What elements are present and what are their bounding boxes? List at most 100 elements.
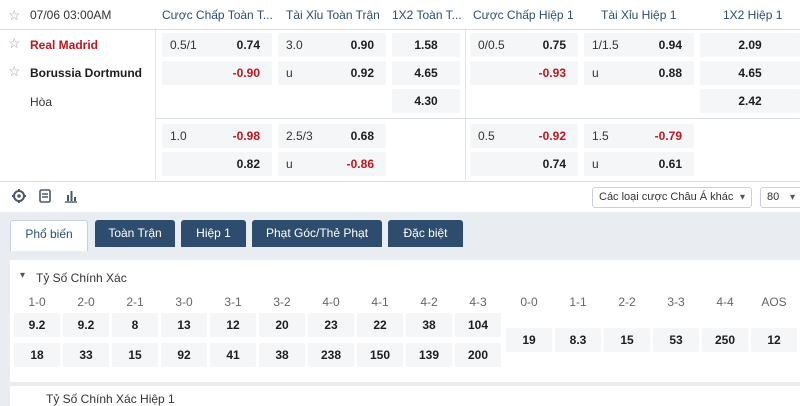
star-icon[interactable]: ☆ bbox=[8, 35, 21, 51]
score-odds[interactable]: 20 bbox=[259, 313, 305, 337]
score-label: 4-0 bbox=[322, 295, 340, 309]
odds-value: -0.90 bbox=[232, 66, 260, 80]
header-1x2-fulltime[interactable]: 1X2 Toàn T... bbox=[392, 8, 462, 22]
tab-corners-cards[interactable]: Phạt Góc/Thẻ Phạt bbox=[252, 220, 382, 247]
odds-cell[interactable]: 4.65 bbox=[700, 61, 800, 85]
score-label: 1-1 bbox=[569, 295, 587, 309]
match-toolbar: Các loại cược Châu Á khác ▾ 80 ▾ bbox=[0, 181, 800, 212]
header-1x2-half1[interactable]: 1X2 Hiệp 1 bbox=[723, 8, 783, 22]
score-odds[interactable]: 53 bbox=[653, 328, 699, 352]
odds-cell[interactable]: 0.5/1 0.74 bbox=[162, 33, 272, 57]
star-icon[interactable]: ☆ bbox=[8, 7, 21, 23]
header-handicap-half1[interactable]: Cược Chấp Hiệp 1 bbox=[473, 8, 574, 22]
score-label: 3-1 bbox=[224, 295, 242, 309]
score-odds[interactable]: 12 bbox=[751, 328, 797, 352]
odds-value: 0.61 bbox=[658, 157, 682, 171]
tab-full-time[interactable]: Toàn Trận bbox=[95, 220, 175, 247]
correct-score-h1-title[interactable]: Tỷ Số Chính Xác Hiệp 1 bbox=[46, 392, 175, 406]
star-icon[interactable]: ☆ bbox=[8, 63, 21, 79]
correct-score-title[interactable]: Tỷ Số Chính Xác bbox=[36, 271, 127, 285]
score-label: AOS bbox=[761, 295, 787, 309]
total-line: 3.0 bbox=[286, 38, 303, 52]
score-odds[interactable]: 15 bbox=[112, 343, 158, 367]
header-handicap-fulltime[interactable]: Cược Chấp Toàn T... bbox=[162, 8, 272, 22]
score-label: 4-4 bbox=[716, 295, 734, 309]
odds-cell[interactable]: -0.90 bbox=[162, 61, 272, 85]
row-divider bbox=[155, 118, 800, 119]
odds-value: 1.58 bbox=[414, 38, 438, 52]
score-odds[interactable]: 38 bbox=[259, 343, 305, 367]
gear-icon[interactable] bbox=[10, 188, 28, 206]
away-team-name[interactable]: Borussia Dortmund bbox=[30, 66, 143, 80]
score-odds[interactable]: 12 bbox=[210, 313, 256, 337]
odds-cell[interactable]: 2.5/3 0.68 bbox=[278, 124, 386, 148]
header-overunder-fulltime[interactable]: Tài Xỉu Toàn Trận bbox=[286, 8, 380, 22]
odds-cell[interactable]: 1.0 -0.98 bbox=[162, 124, 272, 148]
page-size-select[interactable]: 80 ▾ bbox=[760, 187, 800, 208]
score-odds[interactable]: 104 bbox=[455, 313, 501, 337]
odds-cell[interactable]: 1.5 -0.79 bbox=[584, 124, 694, 148]
chevron-down-icon[interactable]: ▾ bbox=[20, 270, 26, 281]
score-odds[interactable]: 22 bbox=[357, 313, 403, 337]
under-label: u bbox=[286, 157, 293, 171]
score-odds[interactable]: 8.3 bbox=[555, 328, 601, 352]
odds-cell[interactable]: 4.65 bbox=[392, 61, 460, 85]
score-odds[interactable]: 18 bbox=[14, 343, 60, 367]
chevron-down-icon: ▾ bbox=[739, 192, 745, 203]
odds-cell[interactable]: u -0.86 bbox=[278, 152, 386, 176]
score-odds[interactable]: 41 bbox=[210, 343, 256, 367]
score-label: 1-0 bbox=[28, 295, 46, 309]
odds-cell[interactable]: 0.82 bbox=[162, 152, 272, 176]
score-odds[interactable]: 19 bbox=[506, 328, 552, 352]
odds-cell[interactable]: u 0.88 bbox=[584, 61, 694, 85]
odds-cell[interactable]: 2.09 bbox=[700, 33, 800, 57]
odds-value: 0.90 bbox=[350, 38, 374, 52]
score-odds[interactable]: 33 bbox=[63, 343, 109, 367]
score-odds[interactable]: 23 bbox=[308, 313, 354, 337]
tab-half-1[interactable]: Hiệp 1 bbox=[181, 220, 246, 247]
tab-special[interactable]: Đặc biệt bbox=[388, 220, 463, 247]
score-odds[interactable]: 92 bbox=[161, 343, 207, 367]
odds-cell[interactable]: -0.93 bbox=[470, 61, 578, 85]
score-odds[interactable]: 38 bbox=[406, 313, 452, 337]
score-odds[interactable]: 238 bbox=[308, 343, 354, 367]
market-type-select[interactable]: Các loại cược Châu Á khác ▾ bbox=[592, 187, 752, 208]
tab-popular[interactable]: Phổ biến bbox=[10, 220, 88, 251]
score-odds[interactable]: 8 bbox=[112, 313, 158, 337]
header-overunder-half1[interactable]: Tài Xỉu Hiệp 1 bbox=[601, 8, 677, 22]
score-odds[interactable]: 139 bbox=[406, 343, 452, 367]
score-odds[interactable]: 150 bbox=[357, 343, 403, 367]
odds-value: 0.82 bbox=[236, 157, 260, 171]
score-odds[interactable]: 250 bbox=[702, 328, 748, 352]
stats-icon[interactable] bbox=[62, 188, 80, 206]
odds-value: 0.75 bbox=[542, 38, 566, 52]
chevron-down-icon: ▾ bbox=[789, 192, 795, 203]
odds-value: 0.74 bbox=[542, 157, 566, 171]
odds-cell[interactable]: 3.0 0.90 bbox=[278, 33, 386, 57]
correct-score-h1-panel: Tỷ Số Chính Xác Hiệp 1 bbox=[10, 386, 800, 406]
odds-cell[interactable]: 1.58 bbox=[392, 33, 460, 57]
score-odds[interactable]: 200 bbox=[455, 343, 501, 367]
odds-cell[interactable]: 4.30 bbox=[392, 89, 460, 113]
odds-cell[interactable]: 2.42 bbox=[700, 89, 800, 113]
odds-cell[interactable]: 0.74 bbox=[470, 152, 578, 176]
odds-cell[interactable]: 1/1.5 0.94 bbox=[584, 33, 694, 57]
score-odds[interactable]: 9.2 bbox=[63, 313, 109, 337]
score-odds[interactable]: 9.2 bbox=[14, 313, 60, 337]
score-label: 3-3 bbox=[667, 295, 685, 309]
odds-value: -0.92 bbox=[538, 129, 566, 143]
score-odds[interactable]: 15 bbox=[604, 328, 650, 352]
market-type-value: Các loại cược Châu Á khác bbox=[599, 191, 734, 203]
list-icon[interactable] bbox=[36, 188, 54, 206]
odds-cell[interactable]: 0/0.5 0.75 bbox=[470, 33, 578, 57]
odds-cell[interactable]: u 0.92 bbox=[278, 61, 386, 85]
handicap-line: 0.5/1 bbox=[170, 38, 197, 52]
odds-value: 0.94 bbox=[658, 38, 682, 52]
match-datetime: 07/06 03:00AM bbox=[30, 8, 112, 22]
score-odds[interactable]: 13 bbox=[161, 313, 207, 337]
score-label: 2-1 bbox=[126, 295, 144, 309]
odds-cell[interactable]: u 0.61 bbox=[584, 152, 694, 176]
home-team-name[interactable]: Real Madrid bbox=[30, 38, 99, 52]
odds-cell[interactable]: 0.5 -0.92 bbox=[470, 124, 578, 148]
odds-table: ☆ 07/06 03:00AM Cược Chấp Toàn T... Tài … bbox=[0, 0, 800, 181]
